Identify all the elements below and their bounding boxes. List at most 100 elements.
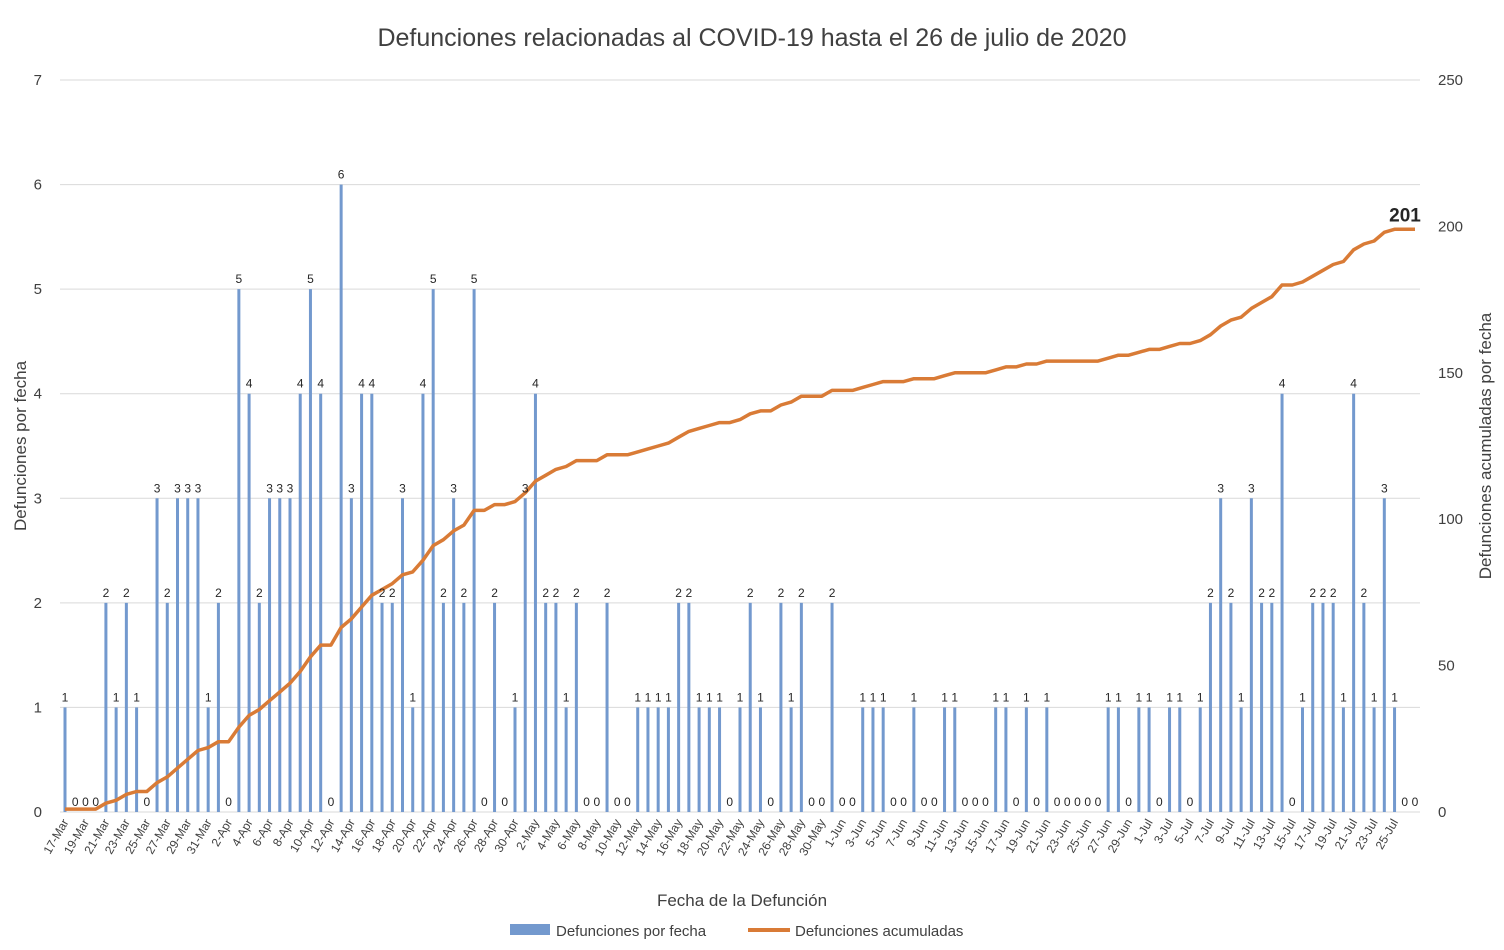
bar-data-label: 2 <box>1330 586 1337 600</box>
bar-data-label: 0 <box>1013 795 1020 809</box>
y-left-tick-label: 5 <box>34 281 42 298</box>
bar-data-label: 3 <box>399 481 406 495</box>
cumulative-line <box>65 227 1415 811</box>
gridlines <box>60 79 1420 813</box>
bar <box>646 707 650 812</box>
bar <box>1331 602 1335 812</box>
bar-data-label: 2 <box>1207 586 1214 600</box>
y-left-tick-label: 2 <box>34 595 42 612</box>
x-tick-label: 1-Jul <box>1131 817 1156 847</box>
bar <box>677 602 681 812</box>
bar <box>789 707 793 812</box>
bar-data-label: 0 <box>900 795 907 809</box>
bar-data-label: 1 <box>1023 690 1030 704</box>
y-left-tick-label: 6 <box>34 177 42 194</box>
bar-data-label: 2 <box>389 586 396 600</box>
final-cumulative-label: 201 <box>1389 205 1421 226</box>
bar <box>1311 602 1315 812</box>
bar-data-label: 3 <box>522 481 529 495</box>
legend-label-line: Defunciones acumuladas <box>795 923 963 940</box>
bar-data-label: 0 <box>593 795 600 809</box>
bar <box>216 602 220 812</box>
bar <box>349 498 353 812</box>
bar <box>513 707 517 812</box>
bar <box>278 498 282 812</box>
bar <box>360 393 364 812</box>
bar <box>1352 393 1356 812</box>
bar-data-label: 1 <box>409 690 416 704</box>
bar <box>1321 602 1325 812</box>
bar-data-label: 1 <box>1340 690 1347 704</box>
bar-data-label: 0 <box>890 795 897 809</box>
bar <box>1024 707 1028 812</box>
bar-data-label: 1 <box>992 690 999 704</box>
bar <box>288 498 292 812</box>
bar-data-label: 2 <box>461 586 468 600</box>
bar-data-label: 0 <box>1084 795 1091 809</box>
bar-data-label: 2 <box>675 586 682 600</box>
bar <box>441 602 445 812</box>
bar-data-label: 2 <box>256 586 263 600</box>
bar <box>554 602 558 812</box>
bar-data-label: 1 <box>1003 690 1010 704</box>
bar <box>636 707 640 812</box>
y-right-tick-label: 100 <box>1438 511 1463 528</box>
bar-data-label: 0 <box>931 795 938 809</box>
bar <box>493 602 497 812</box>
bar-data-label: 1 <box>563 690 570 704</box>
bar <box>401 498 404 812</box>
bar <box>523 498 527 812</box>
bar <box>912 707 916 812</box>
bar-data-label: 0 <box>1064 795 1071 809</box>
bar-data-label: 3 <box>1217 481 1224 495</box>
bar-data-label: 2 <box>553 586 560 600</box>
bar-data-label: 0 <box>849 795 856 809</box>
y-right-tick-label: 50 <box>1438 658 1455 675</box>
bar <box>1382 498 1386 812</box>
bar <box>1280 393 1284 812</box>
bar <box>390 602 394 812</box>
bar-data-label: 1 <box>911 690 918 704</box>
bar-data-label: 2 <box>747 586 754 600</box>
bar <box>544 602 548 812</box>
bar-data-label: 5 <box>430 272 437 286</box>
bar-data-label: 0 <box>624 795 631 809</box>
bar <box>186 498 190 812</box>
bar <box>124 602 128 812</box>
bar <box>1004 707 1008 812</box>
bar-data-label: 4 <box>532 377 539 391</box>
bar <box>871 707 875 812</box>
bar-data-label: 4 <box>420 377 427 391</box>
bar <box>1208 602 1212 812</box>
bar-data-label: 1 <box>880 690 887 704</box>
bar <box>1249 498 1253 812</box>
bar <box>1178 707 1182 812</box>
y-right-tick-label: 150 <box>1438 365 1463 382</box>
bar-data-label: 2 <box>1361 586 1368 600</box>
bar-data-label: 0 <box>767 795 774 809</box>
bar <box>1168 707 1172 812</box>
bar-data-label: 2 <box>1228 586 1235 600</box>
bar-data-label: 1 <box>870 690 877 704</box>
bar-data-label: 1 <box>62 690 69 704</box>
bar-data-label: 3 <box>348 481 355 495</box>
bar <box>1301 707 1304 812</box>
bar-data-label: 0 <box>839 795 846 809</box>
bar <box>1372 707 1376 812</box>
bar-data-label: 0 <box>583 795 590 809</box>
line-series-defunciones-acumuladas <box>65 227 1415 811</box>
bar <box>574 602 578 812</box>
bar <box>697 707 701 812</box>
x-tick-label: 5-Jul <box>1171 817 1196 847</box>
bar <box>114 707 118 812</box>
bar-data-label: 1 <box>1197 690 1204 704</box>
bar <box>1229 602 1233 812</box>
bar-data-label: 1 <box>645 690 652 704</box>
bar-data-label: 0 <box>1156 795 1163 809</box>
bar <box>1260 602 1264 812</box>
bar-data-label: 1 <box>205 690 212 704</box>
bar <box>176 498 179 812</box>
bar <box>472 289 476 813</box>
bar-data-label: 1 <box>859 690 866 704</box>
